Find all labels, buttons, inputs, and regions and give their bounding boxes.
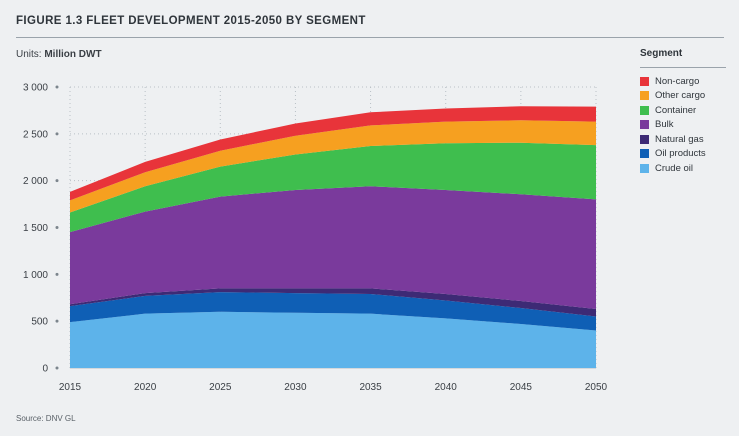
legend-items: Non-cargo Other cargo Container Bulk Natural… <box>640 74 730 176</box>
y-tick-label: 0 <box>42 364 48 375</box>
series-area-other-cargo <box>70 120 596 213</box>
series-area-bulk <box>70 186 596 309</box>
legend-title: Segment <box>640 48 683 59</box>
y-tick-dot <box>55 272 59 276</box>
series-area-oil-products <box>70 292 596 331</box>
legend-item: Other cargo <box>640 89 730 104</box>
x-tick-label: 2030 <box>284 382 307 393</box>
legend-item: Oil products <box>640 147 730 162</box>
legend-label: Natural gas <box>655 133 704 145</box>
series-area-container <box>70 142 596 233</box>
series-area-natural-gas <box>70 288 596 317</box>
legend-swatch <box>640 163 649 173</box>
legend-item: Non-cargo <box>640 74 730 89</box>
x-tick-label: 2050 <box>585 382 608 393</box>
legend-label: Other cargo <box>655 90 706 102</box>
legend-label: Non-cargo <box>655 75 700 87</box>
legend-swatch <box>640 120 649 130</box>
y-tick-dot <box>55 179 59 183</box>
x-tick-label: 2025 <box>209 382 232 393</box>
source-note: Source: DNV GL <box>16 414 76 423</box>
legend: Segment Non-cargo Other cargo Container Bul… <box>640 48 730 176</box>
legend-item: Bulk <box>640 118 730 133</box>
x-tick-label: 2020 <box>134 382 157 393</box>
y-tick-dot <box>55 319 59 323</box>
legend-label: Bulk <box>655 119 674 131</box>
y-tick-dot <box>55 226 59 229</box>
legend-item: Natural gas <box>640 132 730 147</box>
legend-item: Crude oil <box>640 161 730 176</box>
y-tick-label: 500 <box>31 317 48 328</box>
y-tick-dot <box>55 132 59 136</box>
y-tick-dot <box>55 366 59 370</box>
legend-label: Oil products <box>655 148 706 160</box>
legend-label: Container <box>655 104 697 116</box>
legend-swatch <box>640 91 649 101</box>
units-prefix: Units: <box>16 49 45 60</box>
x-tick-label: 2035 <box>359 382 382 393</box>
units-label: Units: Million DWT <box>16 49 102 60</box>
legend-swatch <box>640 105 649 115</box>
legend-swatch <box>640 76 649 86</box>
y-tick-label: 2 000 <box>23 176 48 187</box>
legend-label: Crude oil <box>655 162 694 174</box>
x-tick-label: 2045 <box>510 382 533 393</box>
x-tick-label: 2040 <box>435 382 458 393</box>
legend-swatch <box>640 134 649 144</box>
series-area-crude-oil <box>70 311 596 368</box>
legend-divider <box>640 67 726 68</box>
units-value: Million DWT <box>44 49 102 60</box>
y-tick-label: 3 000 <box>23 83 48 94</box>
y-tick-label: 2 500 <box>23 129 48 140</box>
figure-title: FIGURE 1.3 FLEET DEVELOPMENT 2015-2050 B… <box>16 15 366 27</box>
y-tick-label: 1 500 <box>23 223 48 234</box>
y-tick-dot <box>55 85 59 89</box>
legend-swatch <box>640 149 649 159</box>
y-tick-label: 1 000 <box>23 270 48 281</box>
series-area-non-cargo <box>70 106 596 201</box>
x-tick-label: 2015 <box>59 382 82 393</box>
legend-item: Container <box>640 103 730 118</box>
title-divider <box>16 37 724 38</box>
